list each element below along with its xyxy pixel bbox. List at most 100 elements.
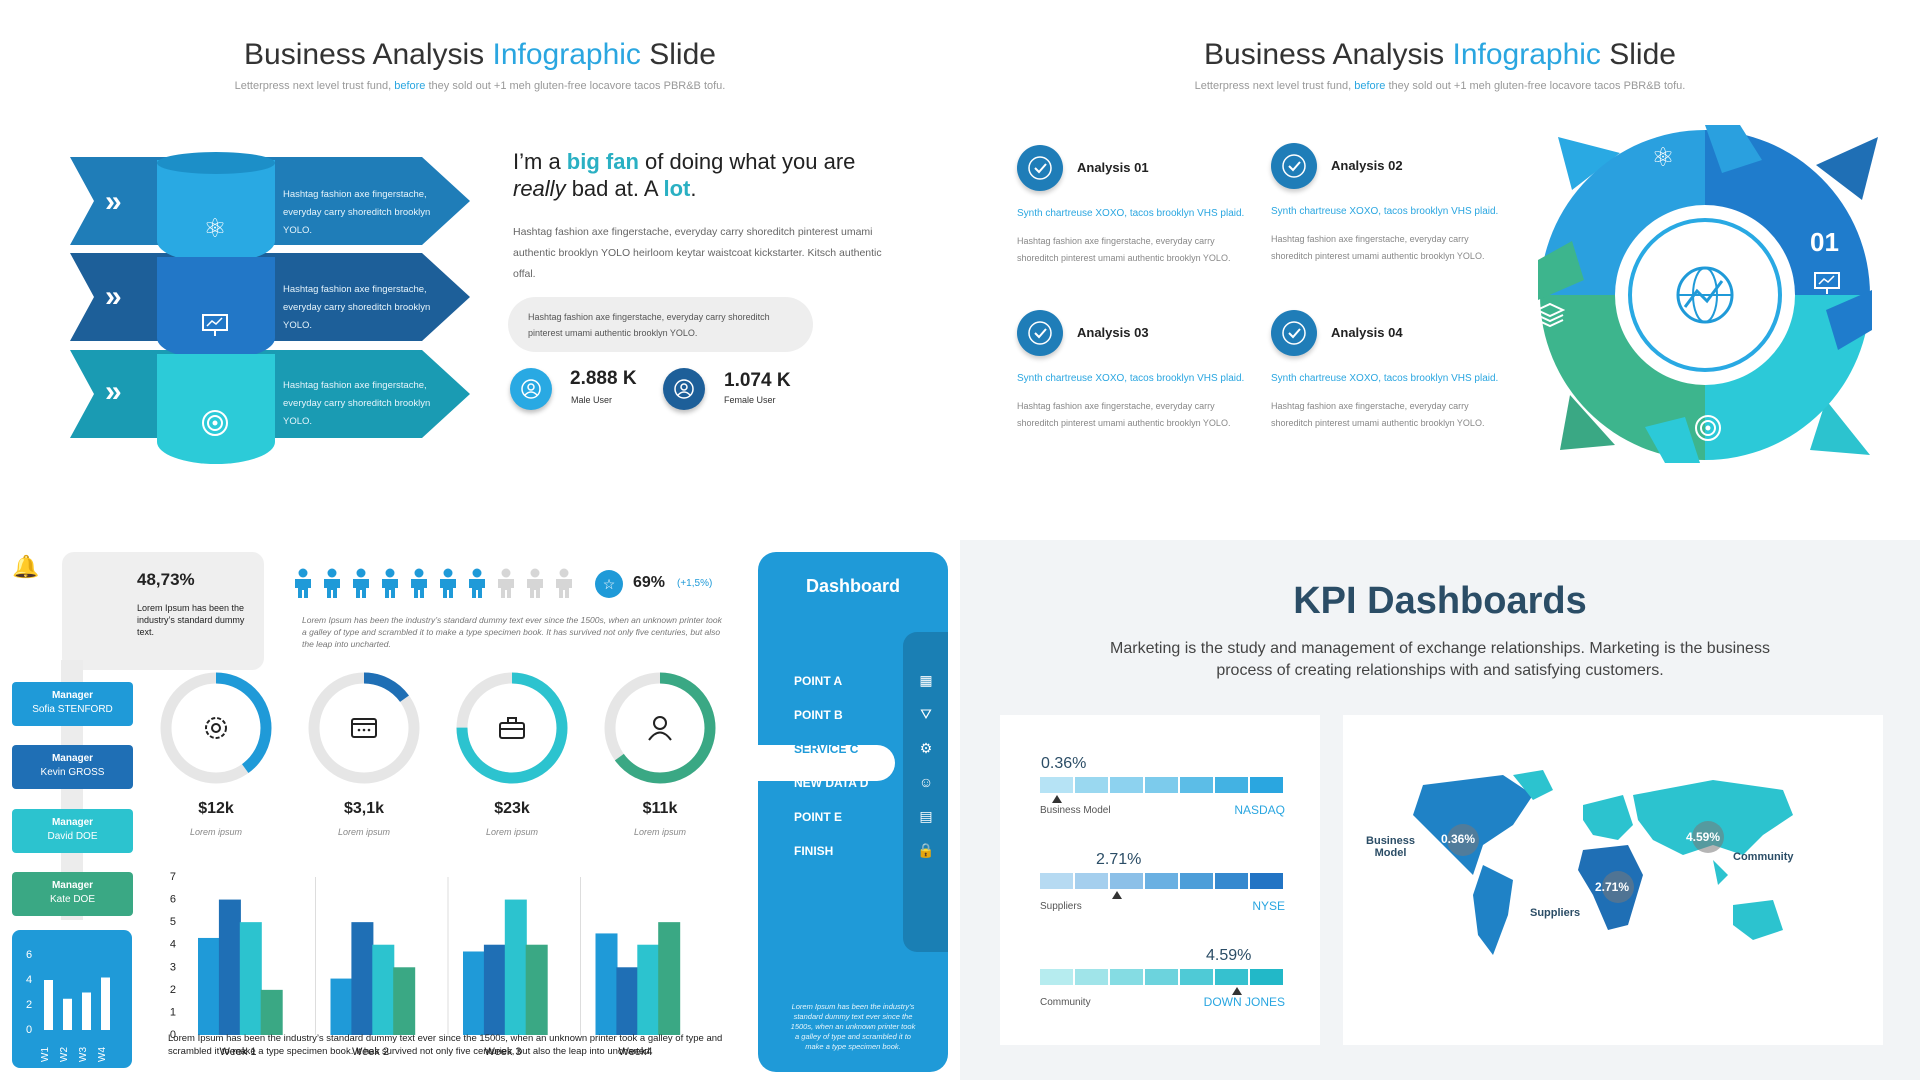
y-tick-label: 3 xyxy=(170,961,176,973)
person-icon xyxy=(553,568,575,598)
y-tick-label: 2 xyxy=(170,984,176,996)
kpi-bars-card: 0.36% Business Model NASDAQ 2.71% Suppliers N… xyxy=(1000,715,1320,1045)
mini-bar xyxy=(63,998,72,1030)
donut-kpi: $23k Lorem ipsum xyxy=(456,672,576,842)
star-icon: ☆ xyxy=(595,570,623,598)
bar xyxy=(616,967,639,1035)
donut-value: $11k xyxy=(642,800,678,817)
mini-y-tick: 0 xyxy=(26,1024,32,1036)
dashboard-active-pill xyxy=(758,745,895,781)
kpi-map-card: 0.36% 2.71% 4.59% Business Model Supplie… xyxy=(1343,715,1883,1045)
filter-icon[interactable]: ⛛ xyxy=(920,706,932,722)
dashboard-footer: Lorem Ipsum has been the industry’s stan… xyxy=(790,1002,916,1051)
analysis-link: Synth chartreuse XOXO, tacos brooklyn VH… xyxy=(1271,206,1499,217)
map-label-community: Community xyxy=(1733,851,1794,863)
kpi-segment xyxy=(1040,969,1073,985)
kpi-marker xyxy=(1232,987,1242,995)
dashboard-item-new-data-d[interactable]: NEW DATA D xyxy=(794,776,869,790)
donut-label: Lorem ipsum xyxy=(485,827,539,837)
analysis-body: Hashtag fashion axe fingerstache, everyd… xyxy=(1017,236,1231,263)
person-icon xyxy=(321,568,343,598)
slide-business-analysis-1: Business Analysis Infographic Slide Lett… xyxy=(0,0,960,540)
female-user-count: 1.074 K xyxy=(724,370,791,391)
dashboard-item-finish[interactable]: FINISH xyxy=(794,844,834,858)
calendar-icon[interactable]: ▦ xyxy=(919,672,933,688)
analysis-body: Hashtag fashion axe fingerstache, everyd… xyxy=(1271,401,1485,428)
mini-bar-chart: 6 4 2 0 W1 W2 W3 W4 xyxy=(12,930,132,1068)
people-percent: 69% xyxy=(633,574,666,591)
banner-text: Hashtag fashion axe fingerstache, everyd… xyxy=(283,380,431,427)
mini-y-tick: 6 xyxy=(26,949,32,961)
dashboard-panel: Dashboard POINT A ▦ POINT B ⛛ SERVICE C ⚙ NEW … xyxy=(758,552,948,1072)
kpi-segment xyxy=(1040,873,1073,889)
people-delta: (+1,5%) xyxy=(677,578,713,589)
banner-text: Hashtag fashion axe fingerstache, everyd… xyxy=(283,189,431,236)
bar xyxy=(239,922,262,1035)
chevron-right-icon: » xyxy=(105,185,122,218)
callout-box xyxy=(62,552,264,670)
kpi-segment xyxy=(1145,873,1178,889)
map-label-suppliers: Suppliers xyxy=(1530,907,1581,919)
donut-fill xyxy=(456,672,568,784)
dashboard-item-point-e[interactable]: POINT E xyxy=(794,810,843,824)
kpi-segment xyxy=(1075,777,1108,793)
donut-kpi: $11k Lorem ipsum xyxy=(604,672,724,842)
check-icon xyxy=(1017,145,1063,191)
kpi-marker xyxy=(1112,891,1122,899)
kpi-bar-value: 4.59% xyxy=(1206,947,1252,964)
map-value-community: 4.59% xyxy=(1686,830,1721,844)
analysis-title: Analysis 01 xyxy=(1077,160,1149,175)
kpi-segment xyxy=(1250,969,1283,985)
dashboard-title: Dashboard xyxy=(805,576,901,596)
briefcase-icon[interactable]: ▤ xyxy=(919,808,933,824)
analysis-link: Synth chartreuse XOXO, tacos brooklyn VH… xyxy=(1017,373,1245,384)
user-icon[interactable]: ☺ xyxy=(918,774,934,790)
dashboard-item-point-b[interactable]: POINT B xyxy=(794,708,843,722)
settings-icon[interactable]: ⚙ xyxy=(919,740,933,756)
mini-x-tick: W3 xyxy=(78,1047,89,1062)
cylinder-top xyxy=(157,152,275,174)
y-tick-label: 5 xyxy=(170,916,176,928)
kpi-segment xyxy=(1215,873,1248,889)
kpi-segment xyxy=(1110,777,1143,793)
male-user-count: 2.888 K xyxy=(570,368,637,389)
bar xyxy=(330,978,353,1035)
check-icon xyxy=(1271,143,1317,189)
dashboard-icon-rail xyxy=(903,632,948,952)
y-tick-label: 6 xyxy=(170,894,176,906)
slide-title: Business Analysis Infographic Slide xyxy=(244,38,716,71)
slide-subtitle: Letterpress next level trust fund, befor… xyxy=(234,80,726,92)
cylinder-segment-1 xyxy=(157,160,275,263)
kpi-bar-left-label: Business Model xyxy=(1040,805,1111,816)
donut-value: $3,1k xyxy=(343,800,385,817)
person-icon xyxy=(495,568,517,598)
analysis-link: Synth chartreuse XOXO, tacos brooklyn VH… xyxy=(1271,373,1499,384)
users-icon xyxy=(644,712,676,744)
kpi-bar-row: 4.59% Community DOWN JONES xyxy=(1040,947,1290,1027)
arrow-head-br xyxy=(1810,400,1870,455)
map-value-suppliers: 2.71% xyxy=(1595,880,1630,894)
dashboard-item-service-c[interactable]: SERVICE C xyxy=(794,742,859,756)
kpi-segment xyxy=(1180,873,1213,889)
quote-pill: Hashtag fashion axe fingerstache, everyd… xyxy=(508,297,813,352)
male-user-icon xyxy=(510,368,552,410)
manager-card: Manager Kevin GROSS xyxy=(12,745,133,789)
kpi-segment xyxy=(1110,969,1143,985)
kpi-marker xyxy=(1052,795,1062,803)
x-tick-label: Week 2 xyxy=(352,1046,389,1058)
slide-title: Business Analysis Infographic Slide xyxy=(1204,38,1676,71)
kpi-segment xyxy=(1075,969,1108,985)
lock-icon[interactable]: 🔒 xyxy=(917,842,935,858)
kpi-segment xyxy=(1180,969,1213,985)
people-text: Lorem Ipsum has been the industry’s stan… xyxy=(302,615,722,649)
bar xyxy=(595,933,618,1035)
dashboard-item-point-a[interactable]: POINT A xyxy=(794,674,843,688)
kpi-segment xyxy=(1215,969,1248,985)
weekly-bar-chart: 7 6 5 4 3 2 1 0 Week 1 Week 2 Week 3 Week4 xyxy=(170,871,681,1058)
analysis-title: Analysis 04 xyxy=(1331,325,1403,340)
donut-value: $23k xyxy=(494,800,530,817)
slide-dashboard-infographic: 🔔 48,73% Lorem Ipsum has been the indust… xyxy=(0,540,960,1080)
kpi-segment xyxy=(1110,873,1143,889)
manager-card: Manager Sofia STENFORD xyxy=(12,682,133,726)
bar xyxy=(198,937,220,1035)
